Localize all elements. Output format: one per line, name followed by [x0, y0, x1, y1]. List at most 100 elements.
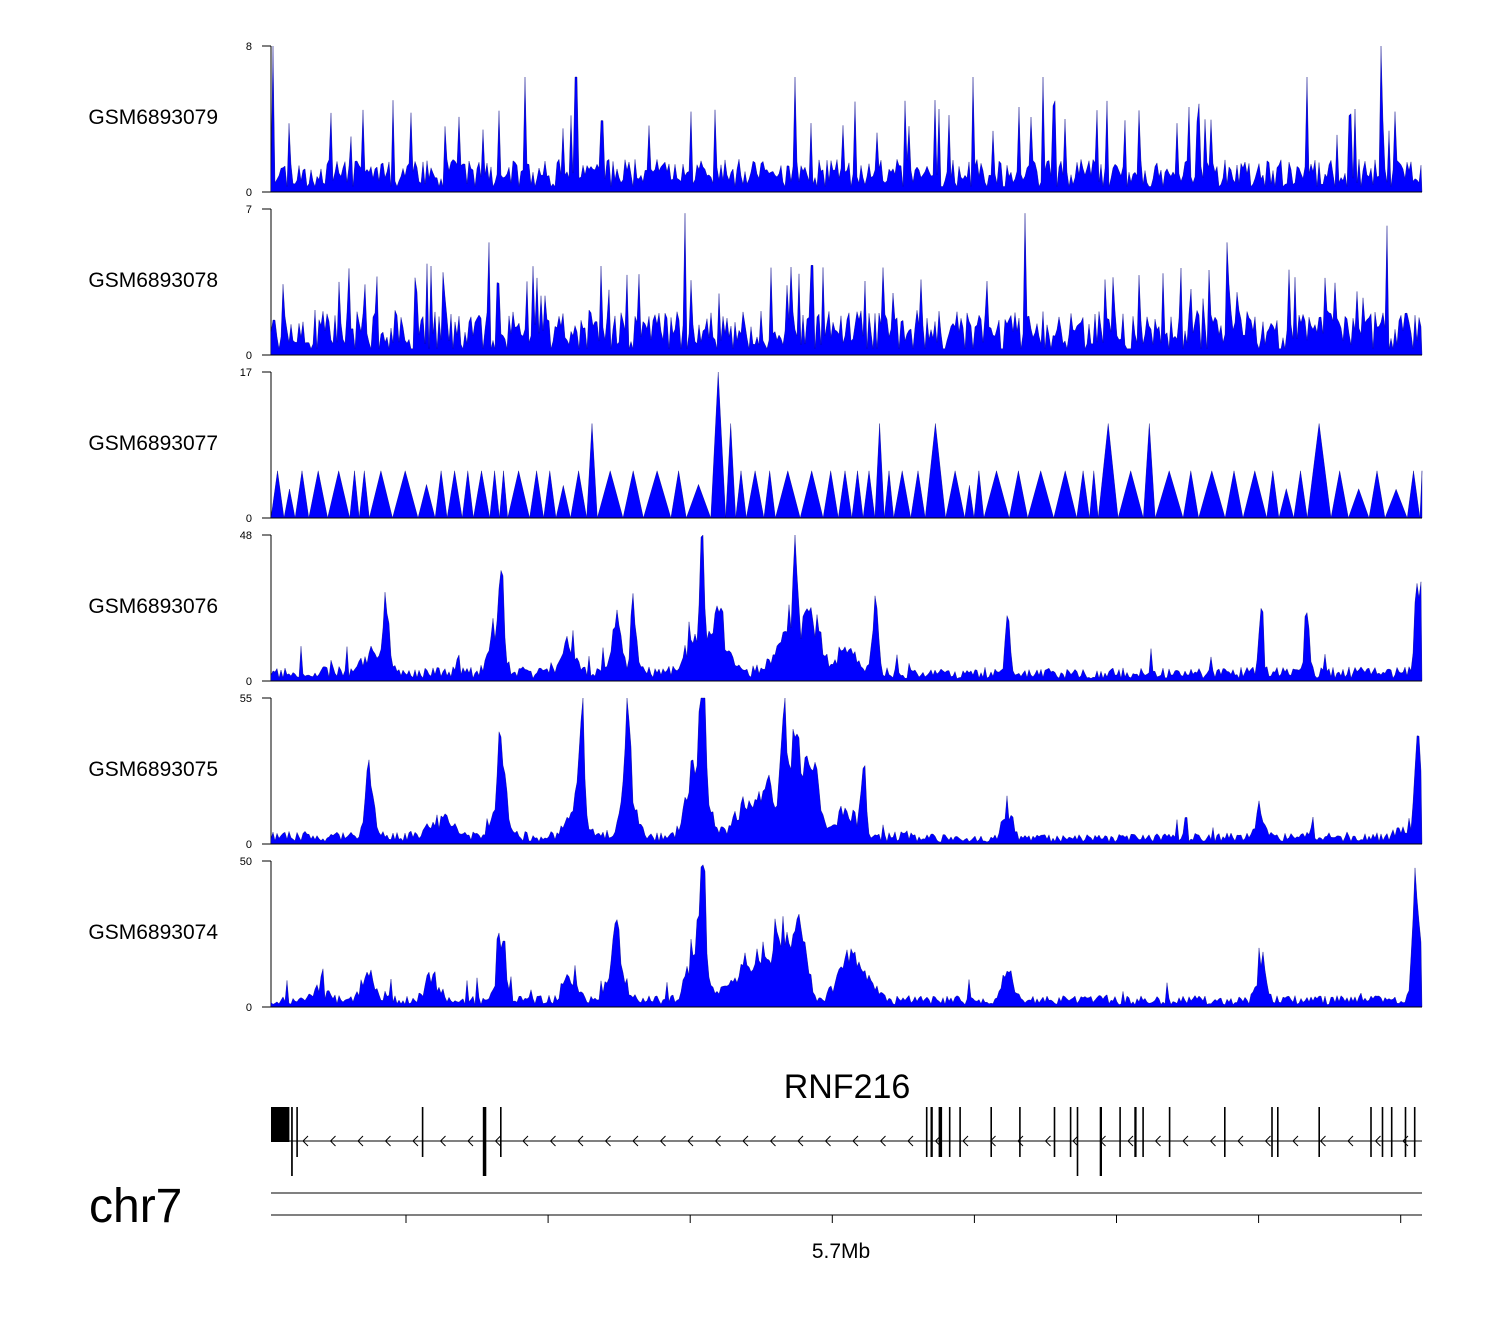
- strand-arrow-icon: [1264, 1135, 1271, 1147]
- strand-arrow-icon: [577, 1135, 584, 1147]
- track-label: GSM6893075: [88, 758, 218, 781]
- gene-exon: [296, 1107, 298, 1157]
- gene-exon: [1019, 1107, 1021, 1157]
- gene-exon: [1142, 1107, 1144, 1157]
- gene-exon: [291, 1107, 293, 1176]
- strand-arrow-icon: [302, 1135, 309, 1147]
- gene-exon: [1370, 1107, 1372, 1157]
- strand-arrow-icon: [797, 1135, 804, 1147]
- strand-arrow-icon: [1374, 1135, 1381, 1147]
- y-axis-max-label: 17: [240, 367, 252, 379]
- strand-arrow-icon: [549, 1135, 556, 1147]
- gene-track: RNF216: [271, 1068, 1422, 1176]
- strand-arrow-icon: [742, 1135, 749, 1147]
- strand-arrow-icon: [1402, 1135, 1409, 1147]
- coordinate-tick-label: 5.7Mb: [812, 1240, 870, 1263]
- y-axis-min-label: 0: [246, 350, 252, 362]
- gene-exon: [1381, 1107, 1384, 1157]
- track-label: GSM6893079: [88, 106, 218, 129]
- gene-exon: [482, 1107, 487, 1176]
- strand-arrow-icon: [1154, 1135, 1161, 1147]
- gene-exon: [1277, 1107, 1279, 1157]
- strand-arrow-icon: [384, 1135, 391, 1147]
- strand-arrow-icon: [962, 1135, 969, 1147]
- strand-arrow-icon: [439, 1135, 446, 1147]
- track-label: GSM6893074: [88, 921, 218, 944]
- coverage-area: [270, 534, 1423, 682]
- gene-exon: [1390, 1107, 1393, 1157]
- strand-arrow-icon: [824, 1135, 831, 1147]
- track-GSM6893076: GSM6893076 48 0: [88, 530, 1423, 688]
- strand-arrow-icon: [769, 1135, 776, 1147]
- strand-arrow-icon: [879, 1135, 886, 1147]
- gene-name-label: RNF216: [784, 1068, 911, 1106]
- chromosome-label: chr7: [89, 1180, 182, 1233]
- y-axis-max-label: 7: [246, 204, 252, 216]
- y-axis-min-label: 0: [246, 676, 252, 688]
- gene-exon: [930, 1107, 933, 1157]
- gene-exon: [1413, 1107, 1416, 1157]
- gene-exon: [1271, 1107, 1273, 1157]
- strand-arrow-icon: [1072, 1135, 1079, 1147]
- gene-exon: [421, 1107, 424, 1157]
- gene-exon: [938, 1107, 943, 1157]
- y-axis-max-label: 50: [240, 856, 252, 868]
- strand-arrow-icon: [659, 1135, 666, 1147]
- gene-exon: [1168, 1107, 1171, 1157]
- track-label: GSM6893077: [88, 432, 218, 455]
- gene-exon: [1134, 1107, 1137, 1157]
- strand-arrow-icon: [1182, 1135, 1189, 1147]
- strand-arrow-icon: [604, 1135, 611, 1147]
- y-axis-min-label: 0: [246, 187, 252, 199]
- strand-arrow-icon: [632, 1135, 639, 1147]
- strand-arrow-icon: [522, 1135, 529, 1147]
- strand-arrow-icon: [1347, 1135, 1354, 1147]
- gene-exon: [1318, 1107, 1320, 1157]
- strand-arrow-icon: [1237, 1135, 1244, 1147]
- gene-exon: [1224, 1107, 1226, 1157]
- strand-arrow-icon: [687, 1135, 694, 1147]
- track-GSM6893078: GSM6893078 7 0: [88, 204, 1423, 362]
- y-axis-max-label: 55: [240, 693, 252, 705]
- strand-arrow-icon: [852, 1135, 859, 1147]
- y-axis-min-label: 0: [246, 1002, 252, 1014]
- gene-exon: [948, 1107, 951, 1157]
- y-axis-min-label: 0: [246, 839, 252, 851]
- strand-arrow-icon: [412, 1135, 419, 1147]
- gene-exon: [1404, 1107, 1407, 1157]
- gene-exon: [271, 1107, 290, 1142]
- gene-exon: [1053, 1107, 1056, 1157]
- strand-arrow-icon: [1319, 1135, 1326, 1147]
- y-axis-max-label: 8: [246, 41, 252, 53]
- gene-exon: [925, 1107, 928, 1157]
- y-axis-min-label: 0: [246, 513, 252, 525]
- strand-arrow-icon: [1017, 1135, 1024, 1147]
- gene-exon: [1069, 1107, 1072, 1157]
- strand-arrow-icon: [494, 1135, 501, 1147]
- strand-arrow-icon: [467, 1135, 474, 1147]
- strand-arrow-icon: [329, 1135, 336, 1147]
- strand-arrow-icon: [357, 1135, 364, 1147]
- track-GSM6893077: GSM6893077 17 0: [88, 367, 1423, 525]
- coverage-area: [270, 213, 1423, 356]
- track-GSM6893074: GSM6893074 50 0: [88, 856, 1423, 1014]
- strand-arrow-icon: [714, 1135, 721, 1147]
- strand-arrow-icon: [1044, 1135, 1051, 1147]
- track-GSM6893079: GSM6893079 8 0: [88, 41, 1423, 199]
- gene-exon: [1099, 1107, 1102, 1176]
- y-axis-max-label: 48: [240, 530, 252, 542]
- track-label: GSM6893076: [88, 595, 218, 618]
- strand-arrow-icon: [1209, 1135, 1216, 1147]
- gene-exon: [990, 1107, 992, 1157]
- strand-arrow-icon: [1127, 1135, 1134, 1147]
- strand-arrow-icon: [1292, 1135, 1299, 1147]
- gene-exon: [1119, 1107, 1121, 1157]
- genome-axis: chr7 5.7Mb: [89, 1180, 1422, 1263]
- strand-arrow-icon: [907, 1135, 914, 1147]
- track-GSM6893075: GSM6893075 55 0: [88, 693, 1423, 851]
- coverage-area: [270, 45, 1423, 193]
- coverage-area: [270, 371, 1423, 519]
- gene-exon: [500, 1107, 502, 1157]
- track-label: GSM6893078: [88, 269, 218, 292]
